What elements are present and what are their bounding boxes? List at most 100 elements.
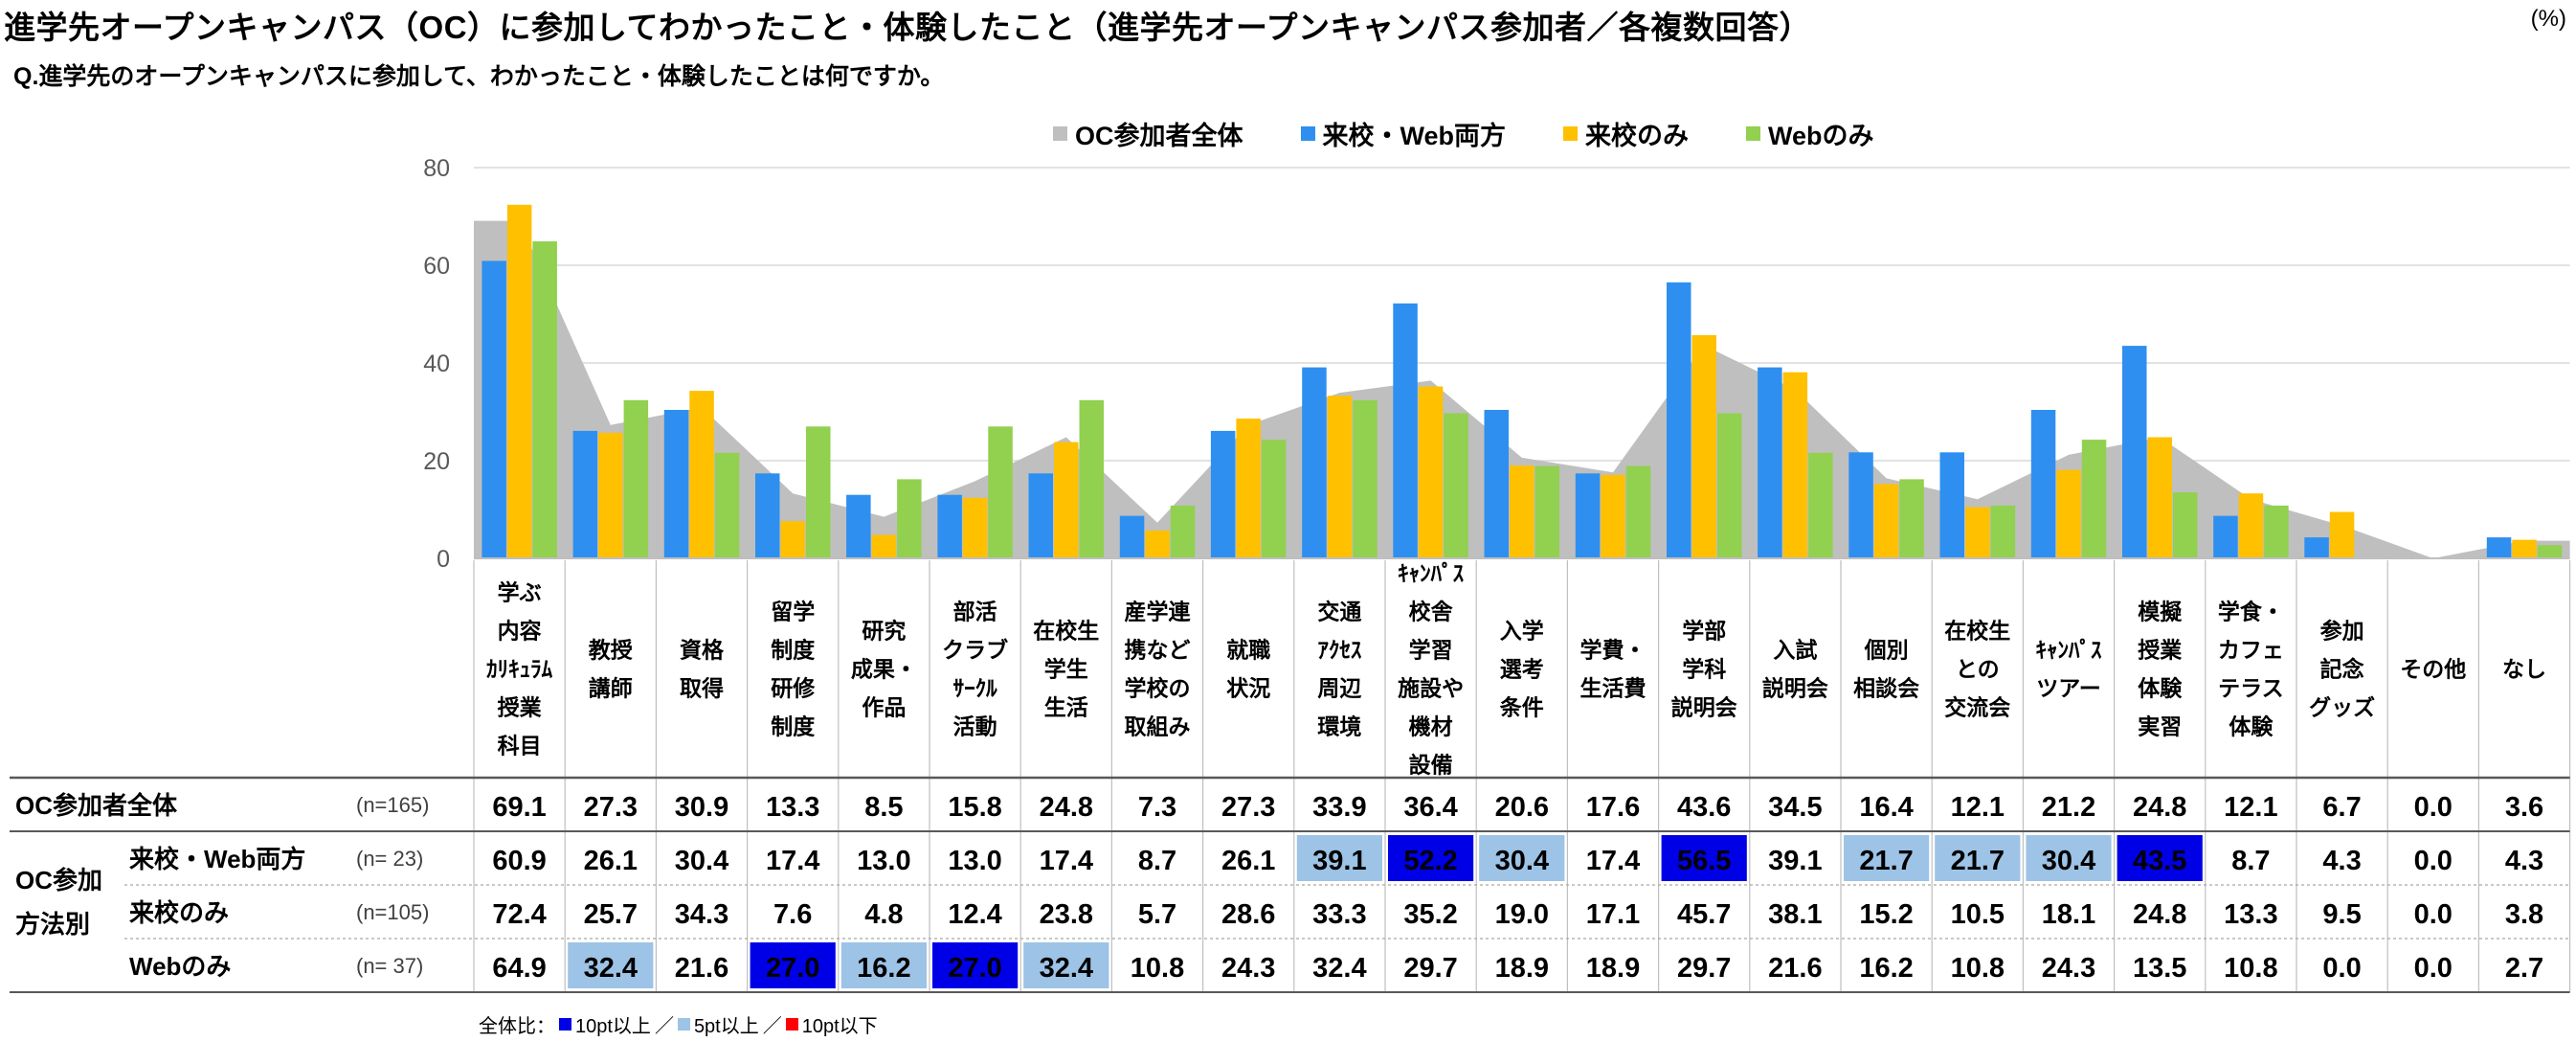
y-tick-label: 80 [423, 155, 450, 182]
table-cell-value: 13.5 [2133, 953, 2186, 984]
category-label: 校舎 [1409, 600, 1454, 624]
footnote-prefix: 全体比： [479, 1016, 555, 1037]
table-cell-value: 17.4 [766, 846, 819, 876]
bar-series-3 [1444, 413, 1468, 558]
table-cell-value: 24.3 [1221, 953, 1275, 984]
table-cell-value: 13.3 [2224, 899, 2277, 930]
question-text: Q.進学先のオープンキャンパスに参加して、わかったこと・体験したことは何ですか。 [13, 63, 945, 90]
category-label: 条件 [1500, 695, 1544, 720]
table-cell-value: 16.2 [857, 953, 910, 984]
category-label: 留学 [771, 600, 815, 624]
category-label: 部活 [953, 600, 997, 624]
bar-series-3 [1899, 479, 1924, 558]
table-cell-value: 12.1 [1951, 792, 2005, 823]
table-cell-value: 17.6 [1586, 792, 1640, 823]
category-label: ｱｸｾｽ [1317, 638, 1362, 663]
highlight-cell [750, 942, 836, 988]
footnote-label-hi10: 10pt以上 [575, 1016, 651, 1037]
highlight-cell [1296, 835, 1382, 881]
table-cell-value: 16.2 [1859, 953, 1913, 984]
category-label: 内容 [498, 619, 542, 644]
category-label: 設備 [1409, 753, 1453, 778]
bar-series-1 [1939, 452, 1964, 558]
footnote-sep-2: ／ [762, 1016, 782, 1037]
bar-series-1 [482, 260, 506, 558]
category-label: 学費・ [1580, 638, 1646, 663]
footnote-label-lo10: 10pt以下 [801, 1016, 878, 1037]
table-cell-value: 21.6 [1768, 953, 1822, 984]
bar-series-1 [1575, 473, 1601, 558]
category-label: 記念 [2320, 657, 2364, 682]
category-label: なし [2502, 657, 2546, 682]
bar-series-3 [1990, 505, 2016, 558]
table-cell-value: 13.0 [948, 846, 1001, 876]
table-cell-value: 8.7 [2231, 846, 2270, 876]
table-cell-value: 43.6 [1677, 792, 1731, 823]
bar-series-2 [598, 432, 623, 558]
table-cell-value: 2.7 [2505, 953, 2543, 984]
row-n: (n= 23) [356, 847, 423, 871]
category-label: 個別 [1864, 638, 1909, 663]
row-label: Webのみ [129, 952, 231, 981]
table-cell-value: 4.3 [2322, 846, 2361, 876]
table-cell-value: 45.7 [1677, 899, 1731, 930]
table-cell-value: 24.8 [2133, 792, 2186, 823]
bar-series-3 [714, 452, 740, 558]
table-cell-value: 10.5 [1951, 899, 2005, 930]
bar-series-2 [871, 534, 897, 558]
group-label: OC参加 [15, 866, 102, 895]
category-label: 就職 [1226, 638, 1270, 663]
chart-title: 進学先オープンキャンパス（OC）に参加してわかったこと・体験したこと（進学先オー… [4, 10, 1812, 45]
table-cell-value: 21.2 [2042, 792, 2095, 823]
bar-series-2 [1965, 507, 1990, 558]
bar-series-1 [2486, 537, 2512, 558]
bar-series-1 [1484, 410, 1509, 558]
table-cell-value: 43.5 [2133, 846, 2186, 876]
category-label: 生活費 [1580, 676, 1646, 701]
table-cell-value: 13.0 [857, 846, 910, 876]
table-cell-value: 27.3 [584, 792, 638, 823]
table-cell-value: 0.0 [2414, 953, 2453, 984]
bar-series-3 [1170, 505, 1196, 558]
legend-swatch-total [1053, 126, 1067, 141]
table-cell-value: 12.4 [948, 899, 1001, 930]
category-label: ｷｬﾝﾊﾟｽ [1398, 561, 1465, 586]
bar-series-3 [806, 426, 831, 558]
table-cell-value: 17.4 [1586, 846, 1640, 876]
category-label: その他 [2400, 657, 2466, 682]
bar-series-1 [755, 473, 780, 558]
footnote-swatch-lo10 [785, 1018, 798, 1031]
category-label: 学生 [1044, 657, 1088, 682]
table-cell-value: 32.4 [1312, 953, 1366, 984]
category-label: ｶﾘｷｭﾗﾑ [486, 657, 553, 682]
category-label: 成果・ [851, 657, 917, 682]
table-cell-value: 30.4 [1495, 846, 1549, 876]
category-label: ツアー [2036, 676, 2101, 701]
footnote: 全体比： 10pt以上 ／ 5pt以上 ／ 10pt以下 [479, 1010, 878, 1038]
bar-series-2 [1782, 372, 1808, 558]
table-cell-value: 30.9 [675, 792, 728, 823]
table-cell-value: 18.9 [1495, 953, 1549, 984]
table-cell-value: 9.5 [2322, 899, 2361, 930]
table-cell-value: 0.0 [2414, 899, 2453, 930]
bar-series-3 [988, 426, 1013, 558]
footnote-sep-1: ／ [654, 1016, 674, 1037]
bar-series-3 [1261, 440, 1287, 558]
bar-series-2 [780, 521, 805, 558]
legend-label-both: 来校・Web両方 [1322, 122, 1507, 150]
table-cell-value: 8.5 [864, 792, 903, 823]
category-label: 制度 [771, 638, 816, 663]
table-cell-value: 28.6 [1221, 899, 1275, 930]
footnote-swatch-hi5 [677, 1018, 690, 1031]
row-label-total: OC参加者全体 [15, 791, 178, 820]
table-cell-value: 27.3 [1221, 792, 1275, 823]
table-cell-value: 36.4 [1403, 792, 1457, 823]
table-cell-value: 27.0 [766, 953, 819, 984]
table-cell-value: 19.0 [1495, 899, 1549, 930]
table-cell-value: 32.4 [1040, 953, 1093, 984]
table-cell-value: 4.8 [864, 899, 903, 930]
table-cell-value: 32.4 [584, 953, 638, 984]
table-cell-value: 38.1 [1768, 899, 1822, 930]
table-cell-value: 6.7 [2322, 792, 2361, 823]
